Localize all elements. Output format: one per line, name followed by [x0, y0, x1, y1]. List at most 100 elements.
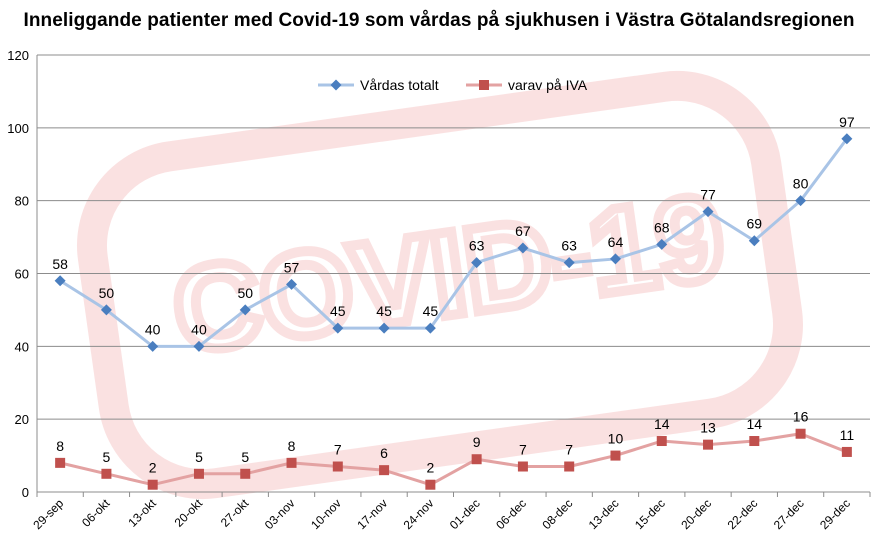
data-point-marker: [656, 238, 668, 250]
x-tick-label: 13-okt: [125, 496, 159, 530]
data-label: 5: [241, 449, 249, 465]
data-point-marker: [100, 304, 112, 316]
x-tick-label: 15-dec: [632, 496, 668, 532]
data-point-marker: [55, 457, 66, 468]
data-point-marker: [841, 133, 853, 145]
data-label: 58: [52, 256, 68, 272]
data-point-marker: [425, 479, 436, 490]
data-label: 63: [469, 238, 485, 254]
data-label: 67: [515, 223, 531, 239]
data-point-marker: [563, 257, 575, 269]
data-label: 80: [793, 176, 809, 192]
data-label: 10: [608, 431, 624, 447]
data-point-marker: [147, 340, 159, 352]
data-label: 97: [839, 114, 855, 130]
data-point-marker: [332, 461, 343, 472]
data-label: 14: [747, 416, 763, 432]
series-line: [59, 432, 848, 487]
x-tick-label: 22-dec: [725, 496, 761, 532]
data-point-marker: [240, 468, 251, 479]
data-point-marker: [748, 235, 760, 247]
data-point-marker: [193, 340, 205, 352]
covid-19-stamp-watermark: COVID-19: [76, 70, 804, 500]
data-label: 8: [288, 438, 296, 454]
data-label: 11: [840, 427, 855, 443]
data-point-marker: [332, 322, 344, 334]
data-label: 69: [747, 216, 763, 232]
data-label: 5: [195, 449, 203, 465]
data-label: 50: [237, 285, 253, 301]
data-point-marker: [193, 468, 204, 479]
data-label: 7: [565, 442, 573, 458]
y-tick-label: 60: [15, 267, 29, 282]
data-label: 45: [376, 303, 392, 319]
data-label: 40: [145, 321, 161, 337]
data-label: 13: [700, 420, 716, 436]
legend-label: varav på IVA: [508, 77, 588, 93]
stamp-frame: [76, 70, 804, 500]
legend: Vårdas totalt varav på IVA: [318, 77, 588, 93]
data-label: 50: [99, 285, 115, 301]
x-tick-label: 08-dec: [539, 496, 575, 532]
data-label: 7: [519, 442, 527, 458]
x-tick-label: 20-okt: [172, 496, 206, 530]
data-point-marker: [378, 322, 390, 334]
data-label: 45: [330, 303, 346, 319]
data-point-marker: [564, 461, 575, 472]
data-label: 57: [284, 259, 300, 275]
x-tick-label: 27-okt: [218, 496, 252, 530]
x-tick-label: 10-nov: [308, 496, 344, 532]
data-point-marker: [656, 436, 667, 447]
data-point-marker: [841, 446, 852, 457]
data-label: 68: [654, 219, 670, 235]
x-tick-label: 17-nov: [354, 496, 390, 532]
y-tick-label: 120: [7, 48, 29, 63]
data-point-marker: [471, 454, 482, 465]
data-point-marker: [610, 450, 621, 461]
data-point-marker: [54, 275, 66, 287]
x-tick-label: 20-dec: [678, 496, 714, 532]
data-point-marker: [795, 428, 806, 439]
x-tick-label: 29-sep: [30, 496, 66, 532]
data-label: 2: [149, 460, 157, 476]
y-tick-label: 100: [7, 121, 29, 136]
data-label: 5: [103, 449, 111, 465]
y-tick-label: 20: [15, 412, 29, 427]
chart-title: Inneliggande patienter med Covid-19 som …: [23, 10, 855, 31]
legend-marker: [479, 80, 489, 90]
data-label: 6: [380, 445, 388, 461]
data-point-marker: [379, 465, 390, 476]
x-tick-label: 03-nov: [262, 496, 298, 532]
data-point-marker: [749, 436, 760, 447]
data-point-marker: [517, 461, 528, 472]
x-tick-label: 24-nov: [401, 496, 437, 532]
data-point-marker: [517, 242, 529, 254]
legend-label: Vårdas totalt: [360, 77, 439, 93]
data-point-marker: [795, 195, 807, 207]
y-tick-label: 0: [22, 485, 29, 500]
data-label: 9: [473, 434, 481, 450]
data-label: 77: [700, 187, 716, 203]
data-label: 63: [561, 238, 577, 254]
y-tick-label: 40: [15, 339, 29, 354]
x-tick-label: 06-dec: [493, 496, 529, 532]
data-point-marker: [609, 253, 621, 265]
data-point-marker: [702, 206, 714, 218]
x-tick-label: 01-dec: [447, 496, 483, 532]
data-label: 45: [423, 303, 439, 319]
data-label: 16: [793, 409, 809, 425]
data-point-marker: [147, 479, 158, 490]
data-label: 8: [56, 438, 64, 454]
data-label: 2: [426, 460, 434, 476]
data-point-marker: [424, 322, 436, 334]
x-tick-label: 27-dec: [771, 496, 807, 532]
data-point-marker: [101, 468, 112, 479]
legend-marker: [330, 79, 342, 91]
data-point-marker: [286, 278, 298, 290]
series-line: [59, 137, 849, 348]
data-label: 7: [334, 442, 342, 458]
data-point-marker: [471, 257, 483, 269]
data-point-marker: [239, 304, 251, 316]
x-tick-label: 29-dec: [817, 496, 853, 532]
data-point-marker: [703, 439, 714, 450]
